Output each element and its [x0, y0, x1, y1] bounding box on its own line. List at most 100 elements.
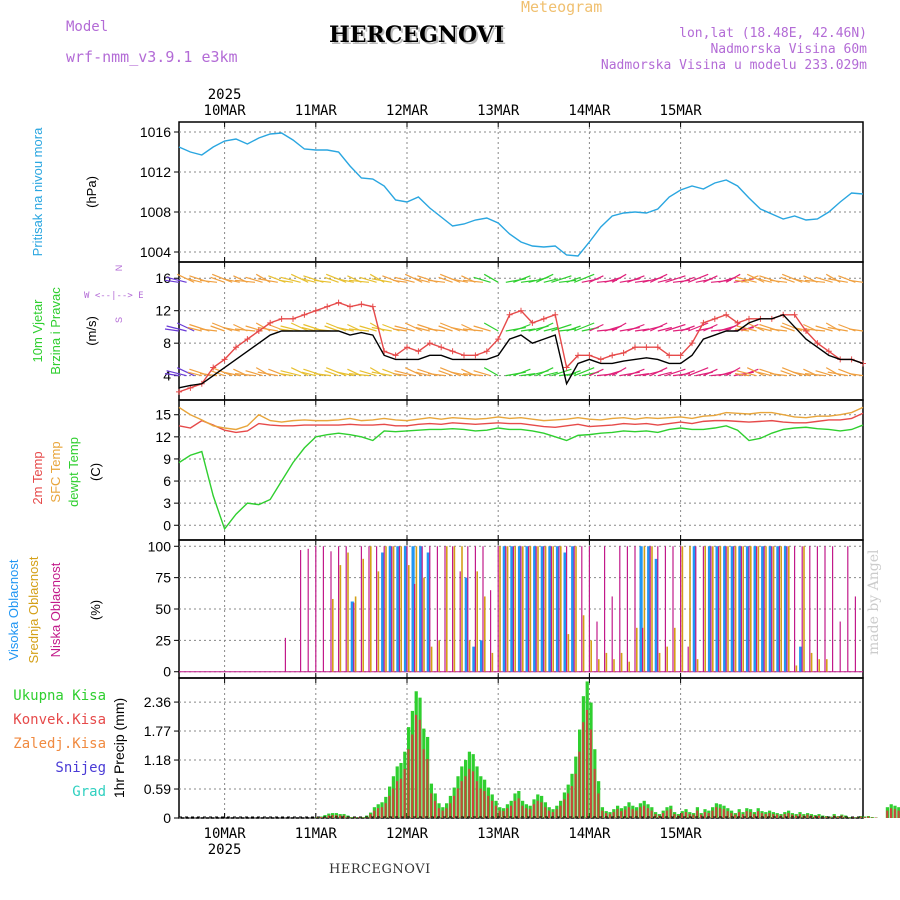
precip-bar-conv — [547, 810, 551, 818]
wind-max-marker — [575, 352, 581, 359]
wind-max-marker — [255, 328, 262, 334]
precip-bar-conv — [452, 795, 456, 818]
precip-bar-conv — [734, 814, 737, 818]
precip-bar-conv — [722, 809, 725, 818]
pressure-unit: (hPa) — [84, 176, 99, 208]
precip-bar-conv — [749, 812, 752, 818]
wind-barb — [736, 276, 757, 283]
precip-bar-conv — [559, 805, 562, 818]
wind-barb — [804, 373, 826, 377]
precip-bar-conv — [490, 800, 494, 818]
precip-bar-conv — [623, 809, 627, 818]
wind-barb — [336, 371, 354, 377]
wind-barb — [558, 328, 577, 332]
precip-bar-conv — [699, 814, 703, 818]
wind-barb — [211, 322, 233, 332]
wind-max-marker — [643, 344, 650, 351]
precip-bar-conv — [551, 812, 554, 818]
precip-bar-conv — [392, 788, 395, 818]
wind-barb — [280, 276, 301, 283]
wind-barb — [450, 371, 468, 377]
precip-bar-conv — [760, 813, 763, 818]
wind-max-marker — [290, 315, 296, 322]
wind-barb — [781, 367, 803, 377]
wind-barb — [649, 273, 668, 283]
precip-bar-conv — [338, 815, 342, 818]
precip-bar-conv — [540, 802, 543, 818]
wind-barb — [543, 371, 558, 377]
precip-bar-conv — [384, 803, 387, 818]
precip-bar-conv — [574, 773, 577, 818]
wind-barb — [450, 326, 468, 332]
wind-max-marker — [483, 348, 490, 355]
wind-barb — [313, 373, 332, 377]
y-tick-label: 1.18 — [144, 752, 171, 768]
precip-bar-conv — [612, 812, 615, 818]
wind-barb — [589, 323, 604, 332]
wind-barb — [573, 367, 595, 377]
precip-bar-conv — [411, 734, 414, 818]
precip-bar-conv — [487, 795, 490, 818]
precip-bar-conv — [449, 803, 452, 818]
wind-barb — [746, 322, 765, 332]
temp-title-2m: 2m Temp — [30, 451, 45, 504]
y-tick-label: 1012 — [140, 164, 171, 180]
wind-max-marker — [586, 352, 593, 359]
wind-barb — [336, 326, 354, 332]
wind-barb — [573, 322, 595, 332]
wind-max-marker — [210, 364, 217, 371]
precip-bar-conv — [475, 781, 478, 818]
precip-bar-conv — [445, 808, 448, 818]
wind-barb — [566, 370, 581, 377]
wind-barb — [166, 370, 187, 377]
y-tick-label: 75 — [155, 570, 171, 586]
wind-barb — [257, 326, 278, 332]
wind-barb — [392, 279, 408, 283]
wind-barb — [222, 278, 240, 283]
wind-barb — [520, 279, 536, 283]
wind-barb — [324, 370, 339, 377]
precip-bar-conv — [711, 810, 714, 818]
wind-barb — [734, 279, 750, 283]
wind-barb — [657, 326, 672, 332]
wind-barb — [703, 368, 718, 377]
wind-barb — [551, 368, 572, 377]
wind-barb — [348, 328, 370, 332]
precip-bar-conv — [829, 817, 832, 818]
precip-bar-conv — [684, 812, 687, 818]
precip-bar-conv — [430, 793, 433, 818]
wind-max-marker — [632, 344, 638, 351]
y-tick-label: 100 — [148, 538, 172, 554]
precip-bar-conv — [772, 814, 775, 818]
wind-barb — [680, 325, 695, 332]
wind-barb — [222, 326, 240, 332]
wind-barb — [657, 371, 672, 377]
precip-bar-conv — [437, 808, 440, 818]
precip-bar-conv — [661, 813, 665, 818]
wind-barb — [199, 328, 218, 332]
precip-bar-conv — [646, 808, 649, 818]
precip-bar-conv — [794, 815, 798, 818]
precip-legend-2: Zaledj.Kisa — [13, 736, 106, 752]
wind-max-marker — [825, 348, 832, 355]
precip-bar-conv — [836, 816, 839, 818]
wind-barb — [513, 368, 531, 377]
wind-barb — [187, 278, 202, 283]
precip-bar-conv — [893, 809, 896, 818]
wind-barb — [483, 367, 499, 377]
wind-max-marker — [723, 311, 730, 318]
precip-bar-conv — [468, 768, 471, 818]
wind-barb — [566, 325, 581, 332]
wind-max-marker — [506, 311, 513, 318]
wind-barb — [280, 325, 301, 332]
wind-barb — [746, 367, 765, 377]
wind-barb — [520, 373, 536, 377]
precip-bar-conv — [498, 810, 501, 818]
wind-barb — [736, 325, 757, 332]
precip-bar-conv — [460, 781, 463, 818]
precip-bar-conv — [506, 808, 509, 818]
precip-bar-conv — [715, 807, 718, 818]
precip-bar-conv — [525, 808, 528, 818]
wind-barb — [757, 326, 772, 332]
wind-barb — [611, 273, 627, 283]
